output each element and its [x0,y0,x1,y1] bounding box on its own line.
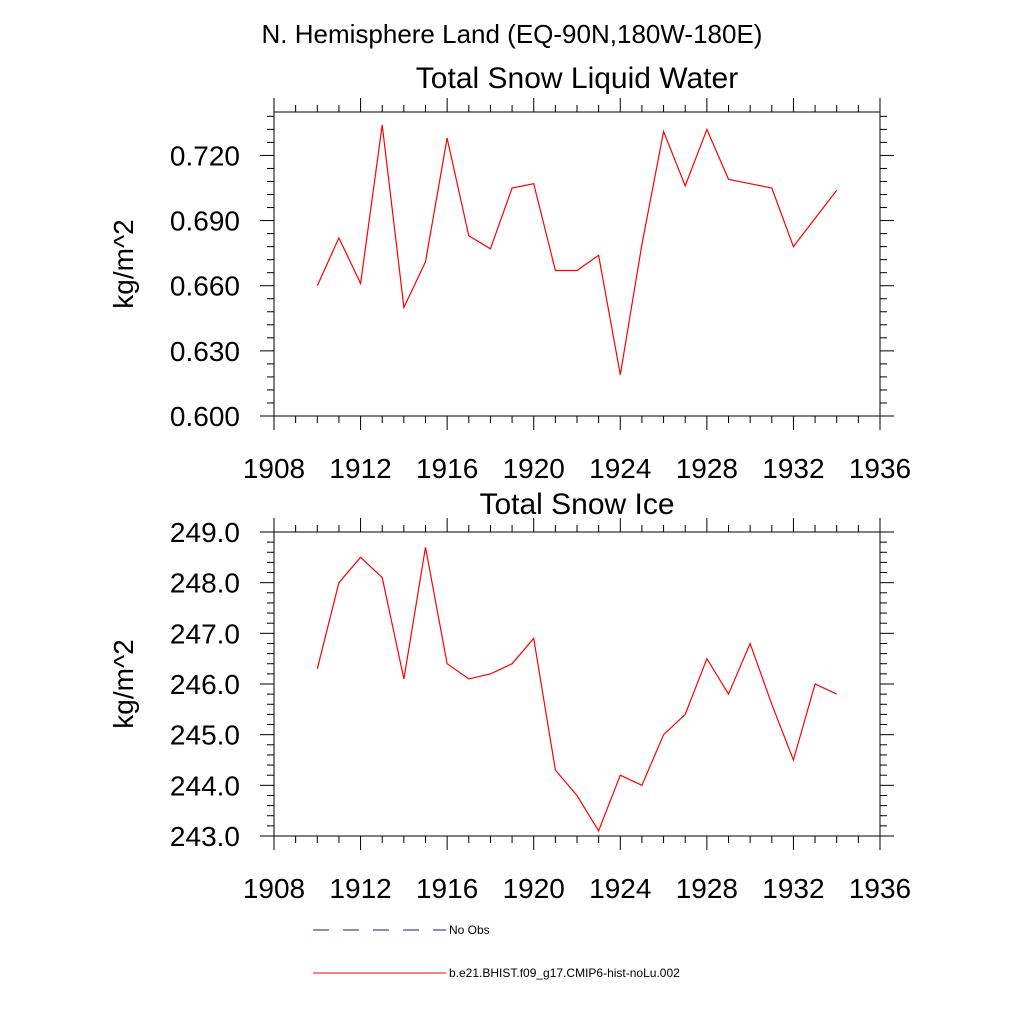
x-tick-label: 1932 [762,453,824,484]
y-tick-label: 0.600 [170,401,240,432]
x-tick-label: 1916 [416,873,478,904]
x-tick-label: 1908 [243,873,305,904]
x-tick-label: 1908 [243,453,305,484]
chart-title: Total Snow Liquid Water [416,62,738,95]
y-tick-label: 0.720 [170,140,240,171]
y-tick-label: 248.0 [170,568,240,599]
x-tick-label: 1916 [416,453,478,484]
series-line [316,547,837,833]
y-tick-label: 247.0 [170,618,240,649]
y-tick-label: 243.0 [170,821,240,852]
y-axis-label: kg/m^2 [108,219,139,308]
y-tick-label: 245.0 [170,720,240,751]
x-tick-label: 1924 [589,453,651,484]
y-tick-label: 0.690 [170,206,240,237]
y-tick-label: 249.0 [170,517,240,548]
x-tick-label: 1928 [676,873,738,904]
y-tick-label: 246.0 [170,669,240,700]
y-axis-label: kg/m^2 [108,639,139,728]
plot-frame [273,531,881,837]
x-tick-label: 1912 [329,453,391,484]
x-tick-label: 1924 [589,873,651,904]
legend: No Obs b.e21.BHIST.f09_g17.CMIP6-hist-no… [313,923,680,980]
chart-title: Total Snow Ice [479,488,674,521]
plot-frame [273,111,881,417]
x-tick-label: 1932 [762,873,824,904]
x-tick-label: 1912 [329,873,391,904]
legend-label-no-obs: No Obs [449,923,490,937]
y-tick-label: 244.0 [170,770,240,801]
x-tick-label: 1920 [503,453,565,484]
y-tick-label: 0.660 [170,271,240,302]
figure-title: N. Hemisphere Land (EQ-90N,180W-180E) [262,19,763,49]
y-tick-label: 0.630 [170,336,240,367]
x-tick-label: 1928 [676,453,738,484]
panel-snow-ice: Total Snow Ice kg/m^2 1908 1912 1916 1920 19… [108,488,911,904]
x-tick-label: 1936 [849,453,911,484]
panel-snow-liquid-water: Total Snow Liquid Water kg/m^2 1908 1912 1… [108,62,911,484]
legend-label-model: b.e21.BHIST.f09_g17.CMIP6-hist-noLu.002 [449,966,680,980]
x-tick-label: 1920 [503,873,565,904]
series-line [316,124,838,375]
x-tick-label: 1936 [849,873,911,904]
